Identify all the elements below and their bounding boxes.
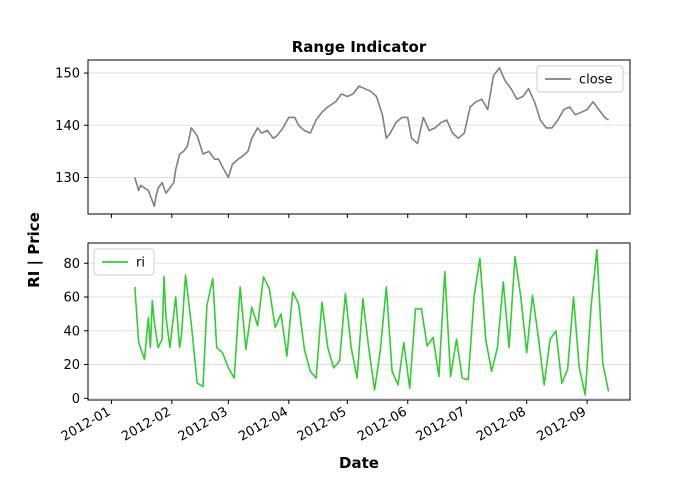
x-tick-label: 2012-02 (119, 404, 174, 444)
y-tick-label: 150 (55, 67, 80, 82)
x-tick-label: 2012-06 (355, 404, 410, 444)
legend: ri (93, 248, 155, 276)
x-tick-label: 2012-03 (176, 404, 231, 444)
plot-frame (87, 59, 631, 215)
legend-box (536, 65, 624, 93)
y-tick-label: 40 (63, 324, 80, 339)
y-tick-label: 20 (63, 358, 80, 373)
x-tick-label: 2012-04 (236, 404, 291, 444)
legend: close (536, 65, 624, 93)
x-tick-label: 2012-09 (535, 404, 590, 444)
y-tick-label: 60 (63, 291, 80, 306)
x-tick-label: 2012-08 (474, 404, 529, 444)
x-tick-label: 2012-05 (295, 404, 350, 444)
x-tick-label: 2012-01 (59, 404, 114, 444)
y-tick-label: 80 (63, 257, 80, 272)
legend-label: close (579, 73, 612, 88)
plot-frame (87, 242, 631, 401)
y-tick-label: 140 (55, 119, 80, 134)
x-axis-title: Date (339, 454, 379, 472)
price-panel: 130 140 150 close (55, 59, 631, 218)
chart-title: Range Indicator (292, 38, 427, 56)
x-tick-label: 2012-07 (414, 404, 469, 444)
y-tick-label: 130 (55, 171, 80, 186)
series-line-ri (134, 249, 610, 396)
y-axis-title: RI | Price (25, 212, 44, 288)
legend-label: ri (136, 256, 145, 271)
y-tick-label: 0 (72, 392, 80, 407)
